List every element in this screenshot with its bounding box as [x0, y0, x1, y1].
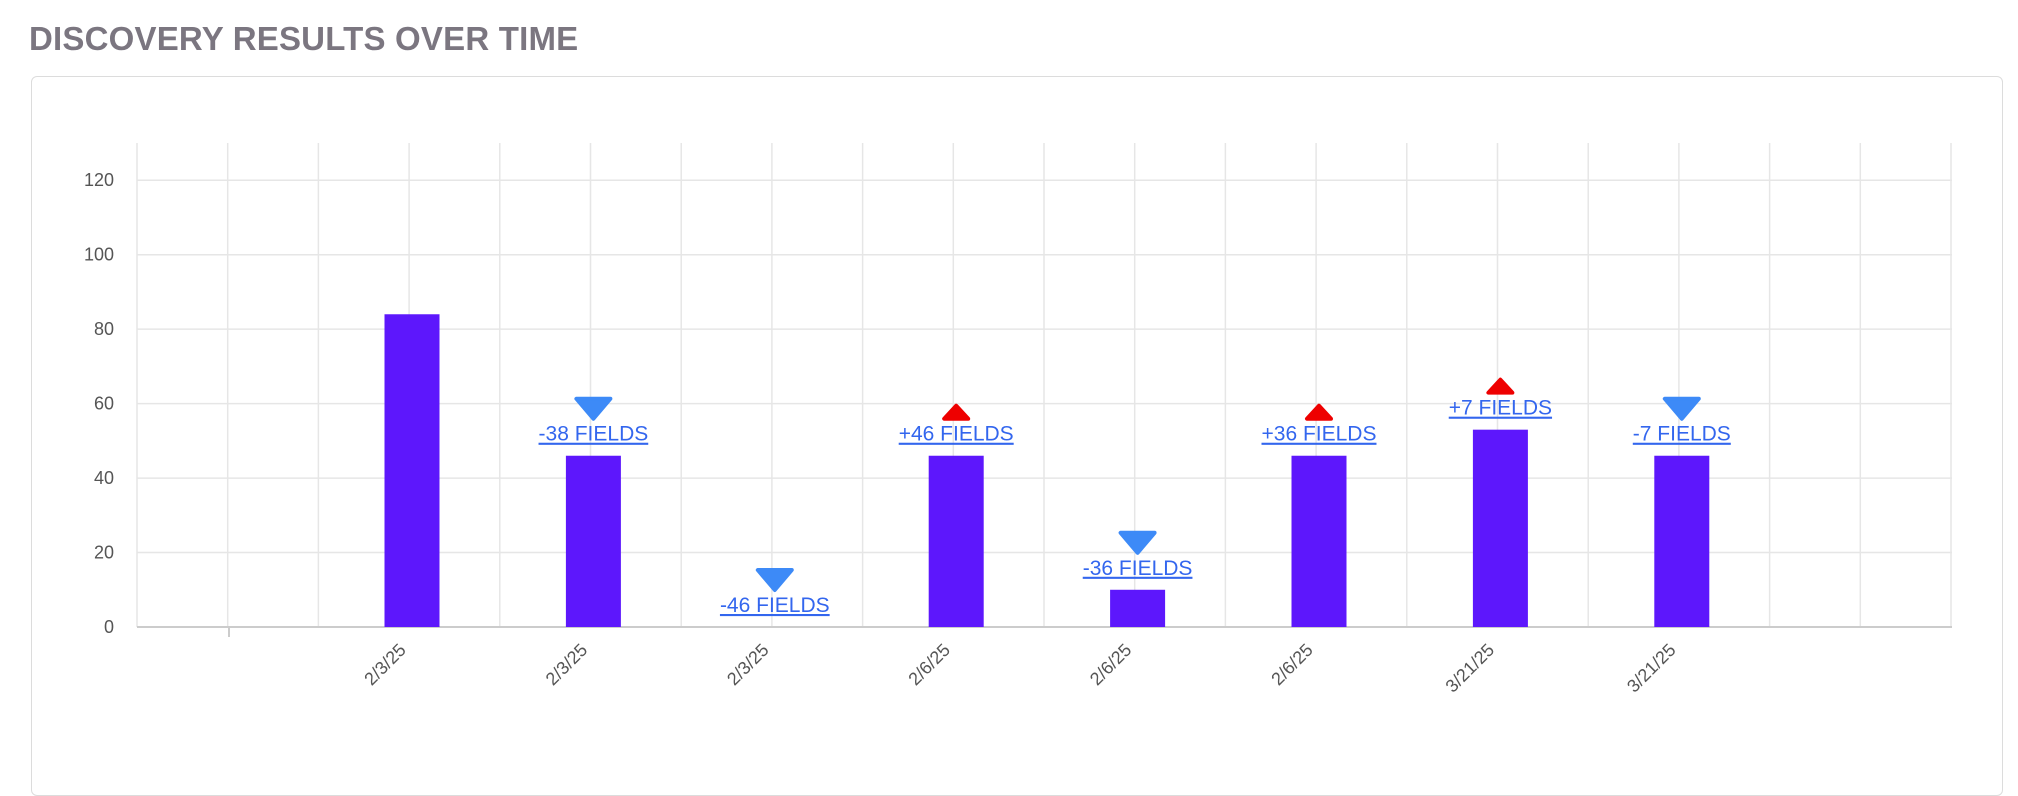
x-tick-label: 2/3/25 [723, 640, 773, 690]
decrease-arrow-icon [1118, 530, 1157, 555]
bar[interactable] [928, 455, 984, 627]
increase-arrow-icon [1305, 403, 1333, 421]
x-tick-label: 3/21/25 [1442, 640, 1499, 697]
decrease-arrow-icon [755, 568, 794, 592]
chart-card: 0 20 40 60 80 100 120 2/3/25 2/3/25 -38 FIELDS 2/3… [31, 76, 2003, 796]
y-tick-label: 40 [94, 468, 114, 488]
page-title: DISCOVERY RESULTS OVER TIME [29, 20, 579, 57]
y-tick-label: 20 [94, 543, 114, 563]
increase-arrow-icon [1486, 377, 1515, 395]
change-label[interactable]: -36 FIELDS [1083, 557, 1193, 580]
bar[interactable] [565, 455, 621, 627]
change-label[interactable]: -7 FIELDS [1633, 423, 1731, 446]
y-tick-label: 120 [84, 170, 114, 190]
increase-arrow-icon [942, 403, 971, 421]
x-tick-label: 2/6/25 [904, 640, 954, 690]
decrease-arrow-icon [574, 396, 613, 421]
decrease-arrow-icon [1662, 396, 1701, 421]
bar[interactable] [1291, 455, 1347, 627]
x-tick-label: 2/3/25 [542, 640, 592, 690]
change-label[interactable]: -38 FIELDS [539, 423, 649, 446]
change-label[interactable]: +46 FIELDS [899, 423, 1014, 446]
bar[interactable] [1472, 429, 1528, 627]
change-label[interactable]: +7 FIELDS [1449, 397, 1552, 420]
x-tick-label: 3/21/25 [1623, 640, 1680, 697]
y-tick-label: 0 [104, 617, 114, 637]
change-label[interactable]: -46 FIELDS [720, 594, 830, 617]
y-tick-label: 80 [94, 319, 114, 339]
y-tick-label: 60 [94, 394, 114, 414]
change-label[interactable]: +36 FIELDS [1262, 423, 1377, 446]
x-tick-label: 2/6/25 [1267, 640, 1317, 690]
bar[interactable] [1654, 455, 1710, 627]
bar[interactable] [1110, 589, 1166, 627]
discovery-results-chart: 0 20 40 60 80 100 120 2/3/25 2/3/25 -38 FIELDS 2/3… [84, 143, 1952, 697]
bar[interactable] [384, 314, 440, 627]
x-tick-label: 2/3/25 [360, 640, 410, 690]
x-tick-label: 2/6/25 [1086, 640, 1136, 690]
y-tick-label: 100 [84, 245, 114, 265]
